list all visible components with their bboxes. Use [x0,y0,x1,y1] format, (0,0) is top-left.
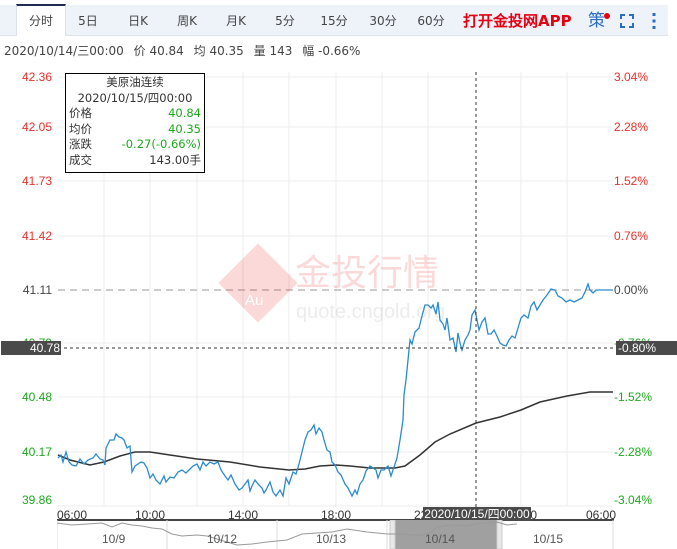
tooltip-label: 价格 [69,106,92,120]
navigator-handle-right[interactable] [496,520,503,549]
watermark-brand: 金投行情 [295,253,439,294]
info-price: 价 40.84 [133,44,184,58]
y-label-right: 3.04% [614,70,649,84]
vertical-dots-icon[interactable] [652,12,656,30]
tooltip-value: 40.35 [168,121,201,136]
x-label: 06:00 [57,508,88,522]
period-tab-bar: 分时 5日 日K 周K 月K 5分 15分 30分 60分 打开金投网APP 策 [0,4,668,36]
y-label-right: -2.28% [614,445,653,459]
tab-weekly-k[interactable]: 周K [177,14,197,28]
navigator-label: 10/14 [425,532,456,546]
y-label-right: 0.76% [614,229,649,243]
info-volume: 量 143 [253,44,293,58]
notification-dot-icon [604,13,610,19]
crosshair-time-badge: 2020/10/15/四00:00 [423,507,531,521]
y-label-left: 42.05 [21,120,52,134]
tab-30min[interactable]: 30分 [369,14,397,28]
y-label-right: 0.00% [614,283,649,297]
svg-text:Au: Au [245,292,263,309]
navigator-label: 10/9 [102,532,126,546]
tab-intraday[interactable]: 分时 [16,4,66,36]
tooltip-value: 40.84 [168,106,201,120]
tooltip-row-volume: 成交 143.00手 [69,153,201,169]
y-label-left: 41.73 [21,174,52,188]
tooltip-value: -0.27(-0.66%) [121,137,201,151]
tooltip-label: 涨跌 [69,137,92,151]
data-tooltip: 美原油连续 2020/10/15/四00:00 价格 40.84 均价 40.3… [65,73,205,173]
y-label-right: -1.52% [614,390,653,404]
info-datetime: 2020/10/14/三00:00 [4,44,124,58]
navigator-label: 10/12 [207,532,238,546]
x-label: 10:00 [135,508,166,522]
y-label-right: -3.04% [614,493,653,507]
tab-60min[interactable]: 60分 [417,14,445,28]
navigator-label: 10/13 [316,532,347,546]
quote-info-line: 2020/10/14/三00:00 价 40.84 均 40.35 量 143 … [4,42,366,59]
tooltip-row-avg: 均价 40.35 [69,122,201,138]
tab-5day[interactable]: 5日 [78,14,98,28]
tab-5min[interactable]: 5分 [275,14,295,28]
y-label-left: 41.11 [22,283,52,297]
tooltip-value: 143.00手 [149,152,201,167]
tooltip-row-price: 价格 40.84 [69,106,201,122]
range-navigator[interactable] [57,520,614,549]
tooltip-datetime: 2020/10/15/四00:00 [77,91,193,105]
watermark: Au 金投行情 quote.cngold.org [218,243,445,323]
tab-monthly-k[interactable]: 月K [226,14,246,28]
tooltip-label: 成交 [69,152,92,167]
y-label-left: 39.86 [21,493,52,507]
y-label-right: 1.52% [614,174,649,188]
info-avg: 均 40.35 [193,44,244,58]
fullscreen-icon[interactable] [620,14,634,28]
price-line [57,282,613,499]
y-label-left: 40.48 [21,390,52,404]
tooltip-row-change: 涨跌 -0.27(-0.66%) [69,137,201,153]
tab-daily-k[interactable]: 日K [128,14,148,28]
tab-15min[interactable]: 15分 [320,14,348,28]
open-app-link[interactable]: 打开金投网APP [463,12,572,30]
tooltip-label: 均价 [69,121,92,136]
y-label-left: 40.17 [21,445,52,459]
svg-text:quote.cngold.org: quote.cngold.org [296,301,445,323]
navigator-label: 10/15 [533,532,564,546]
info-change: 幅 -0.66% [302,44,361,58]
x-label: 06:00 [586,508,617,522]
x-label: 18:00 [321,508,352,522]
tooltip-title: 美原油连续 [106,75,164,89]
y-label-left: 41.42 [21,229,52,243]
y-label-left: 42.36 [21,70,52,84]
strategy-button[interactable]: 策 [588,11,605,31]
crosshair-pct-badge: -0.80% [616,341,677,355]
y-label-right: 2.28% [614,120,649,134]
x-label: 14:00 [228,508,259,522]
crosshair-price-badge: 40.78 [1,341,61,355]
